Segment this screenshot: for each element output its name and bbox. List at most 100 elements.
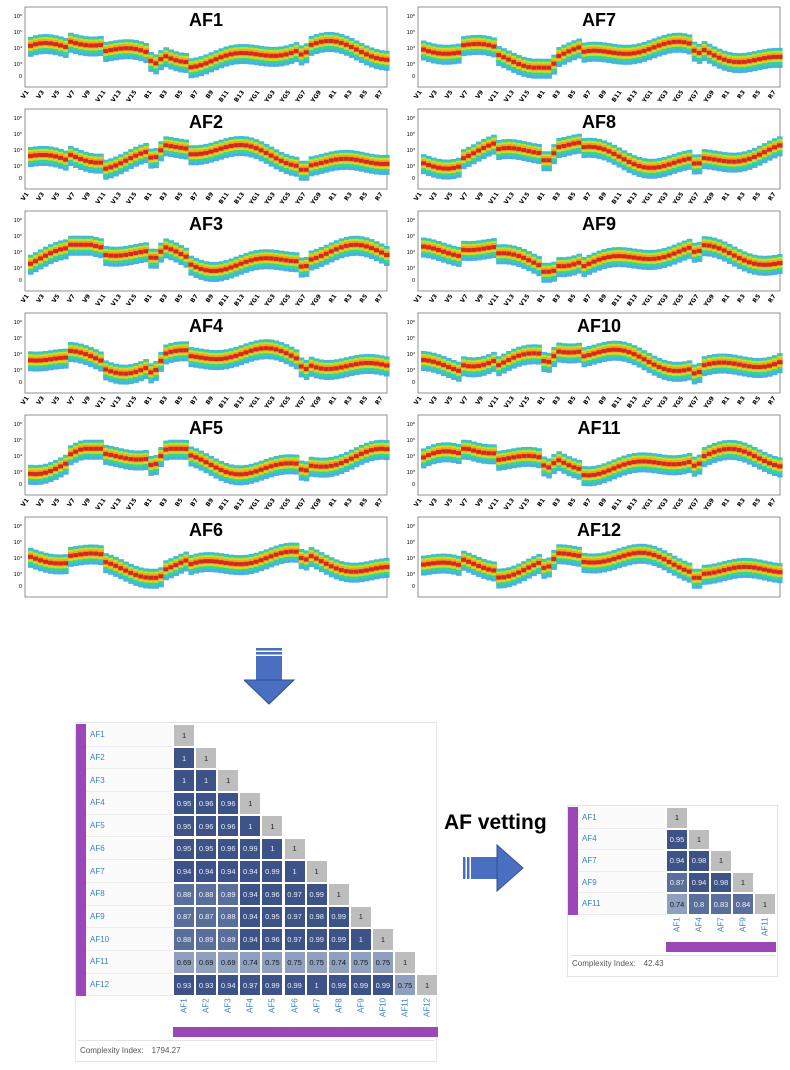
spectrum-band-hot (596, 145, 603, 150)
spectrum-band-hot (741, 158, 748, 163)
spectrum-band-hot (208, 559, 215, 564)
column-label[interactable]: AF5 (267, 998, 277, 1014)
spectrum-band-hot (451, 252, 457, 257)
row-label[interactable]: AF5 (86, 814, 173, 838)
row-label[interactable]: AF4 (578, 828, 666, 851)
row-label[interactable]: AF8 (86, 882, 173, 906)
column-label[interactable]: AF8 (334, 998, 344, 1014)
x-tick-label: V1 (413, 293, 424, 304)
spectrum-band-hot (716, 448, 723, 453)
row-label[interactable]: AF1 (86, 724, 173, 747)
row-label[interactable]: AF6 (86, 837, 173, 861)
spectrum-band-hot (384, 252, 390, 257)
spectrum-band-hot (228, 561, 235, 566)
spectrum-band-hot (118, 161, 124, 166)
matrix-cell: 1 (173, 724, 196, 747)
matrix-cell: 1 (305, 973, 328, 997)
spectrum-band-hot (178, 145, 184, 150)
x-tick-label: YG5 (278, 497, 292, 513)
spectrum-band-hot (446, 51, 452, 56)
spectrum-band-hot (73, 41, 79, 46)
spectrum-band-hot (561, 143, 567, 148)
spectrum-band-hot (384, 363, 390, 368)
matrix-cell: 0.96 (217, 837, 240, 861)
spectrum-band-hot (218, 467, 225, 472)
row-label[interactable]: AF7 (578, 850, 666, 872)
column-label[interactable]: AF7 (312, 998, 322, 1014)
spectrum-band-hot (133, 153, 139, 158)
row-label[interactable]: AF11 (86, 951, 173, 974)
y-tick-label: 10⁶ (407, 320, 415, 326)
row-label[interactable]: AF11 (578, 893, 666, 915)
x-tick-label: B11 (611, 191, 624, 206)
spectrum-band-hot (716, 55, 723, 60)
spectrum-band-hot (506, 574, 512, 579)
spectrum-band-hot (596, 560, 603, 565)
x-tick-label: B1 (536, 191, 547, 202)
spectrum-band-hot (616, 347, 623, 352)
spectrum-band-hot (506, 251, 512, 256)
row-label[interactable]: AF1 (578, 807, 666, 829)
spectrum-band-hot (696, 461, 703, 466)
matrix-cell: 0.98 (305, 905, 328, 929)
row-label[interactable]: AF4 (86, 792, 173, 815)
x-tick-label: V13 (110, 497, 123, 512)
x-tick-label: V9 (474, 395, 485, 406)
row-label[interactable]: AF7 (86, 860, 173, 883)
row-label[interactable]: AF10 (86, 928, 173, 951)
row-label[interactable]: AF9 (86, 905, 173, 929)
spectrum-band-hot (741, 258, 748, 263)
spectrum-band-hot (58, 561, 64, 566)
spectrum-band-hot (183, 348, 189, 353)
spectrum-band-hot (163, 143, 169, 148)
spectrum-band-hot (258, 52, 265, 57)
panel-title: AF12 (577, 520, 621, 540)
spectrum-band-hot (373, 447, 380, 452)
column-label[interactable]: AF6 (290, 998, 300, 1014)
column-label[interactable]: AF9 (356, 998, 366, 1014)
spectrum-band-hot (421, 455, 427, 460)
row-label[interactable]: AF2 (86, 746, 173, 770)
spectrum-band-hot (193, 64, 200, 69)
column-label[interactable]: AF11 (400, 998, 410, 1017)
spectrum-band-hot (591, 351, 598, 356)
row-label[interactable]: AF12 (86, 973, 173, 997)
column-label[interactable]: AF2 (201, 998, 211, 1014)
row-label[interactable]: AF9 (578, 871, 666, 894)
column-label[interactable]: AF4 (694, 917, 704, 932)
spectrum-band-hot (436, 450, 442, 455)
x-tick-label: V7 (66, 293, 77, 304)
spectrum-band-hot (591, 560, 598, 565)
spectrum-band-hot (661, 163, 668, 168)
column-label[interactable]: AF9 (738, 917, 748, 932)
column-label[interactable]: AF12 (422, 998, 432, 1018)
x-tick-label: YG7 (687, 191, 701, 207)
matrix-cell: 0.88 (195, 882, 218, 906)
spectrum-band-hot (521, 148, 527, 153)
spectrum-band-hot (766, 147, 773, 152)
column-label[interactable]: AF4 (245, 998, 255, 1014)
spectrum-band-hot (283, 351, 290, 356)
spectrum-band-hot (701, 156, 708, 161)
x-tick-label: V9 (81, 497, 92, 508)
matrix-cell: 0.96 (261, 928, 284, 951)
spectrum-band-hot (148, 155, 154, 160)
spectrum-band-hot (183, 146, 189, 151)
column-label[interactable]: AF7 (716, 917, 726, 932)
column-label[interactable]: AF1 (672, 917, 682, 932)
spectrum-band-hot (431, 246, 437, 251)
spectrum-band-hot (581, 49, 587, 54)
column-label[interactable]: AF1 (179, 998, 189, 1014)
row-label[interactable]: AF3 (86, 769, 173, 793)
spectrum-band-hot (501, 146, 507, 151)
column-label[interactable]: AF3 (223, 998, 233, 1014)
spectrum-band-hot (313, 162, 320, 167)
column-label[interactable]: AF10 (378, 998, 388, 1018)
matrix-cell: 1 (283, 837, 306, 861)
spectrum-band-hot (451, 366, 457, 371)
matrix-cell: 1 (666, 807, 688, 829)
column-label[interactable]: AF11 (760, 917, 770, 936)
spectrum-band-hot (536, 351, 542, 356)
spectrum-band-hot (203, 356, 210, 361)
